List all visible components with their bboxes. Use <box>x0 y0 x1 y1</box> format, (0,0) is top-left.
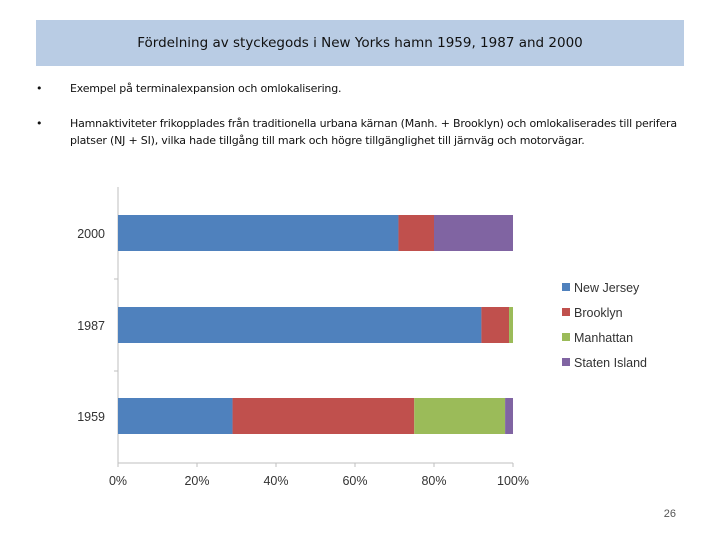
bar-segment <box>481 307 510 343</box>
legend-label: Manhattan <box>574 331 633 345</box>
bar-segment <box>232 398 415 434</box>
y-tick-label: 1987 <box>77 319 105 333</box>
x-tick-label: 80% <box>421 474 446 488</box>
bullet-item: • Hamnaktiviteter frikopplades från trad… <box>36 115 686 149</box>
legend-swatch <box>562 333 570 341</box>
bar-segment <box>505 398 513 434</box>
x-tick-label: 20% <box>184 474 209 488</box>
legend-swatch <box>562 308 570 316</box>
slide-title: Fördelning av styckegods i New Yorks ham… <box>36 20 684 66</box>
bullet-marker: • <box>36 82 43 95</box>
legend-label: Brooklyn <box>574 306 623 320</box>
legend-label: New Jersey <box>574 281 640 295</box>
legend-swatch <box>562 358 570 366</box>
bullet-text: Hamnaktiviteter frikopplades från tradit… <box>70 117 677 147</box>
x-tick-label: 0% <box>109 474 127 488</box>
bar-segment <box>118 307 482 343</box>
y-tick-label: 2000 <box>77 227 105 241</box>
y-tick-label: 1959 <box>77 410 105 424</box>
bullet-list: • Exempel på terminalexpansion och omlok… <box>36 80 686 167</box>
x-tick-label: 40% <box>263 474 288 488</box>
bar-segment <box>434 215 513 251</box>
legend-label: Staten Island <box>574 356 647 370</box>
bar-segment <box>509 307 513 343</box>
x-tick-label: 100% <box>497 474 529 488</box>
bullet-text: Exempel på terminalexpansion och omlokal… <box>70 82 342 95</box>
bar-segment <box>398 215 434 251</box>
bar-segment <box>118 398 233 434</box>
x-tick-label: 60% <box>342 474 367 488</box>
legend-swatch <box>562 283 570 291</box>
bar-segment <box>118 215 399 251</box>
slide-number: 26 <box>663 508 676 520</box>
bullet-marker: • <box>36 117 43 130</box>
bullet-item: • Exempel på terminalexpansion och omlok… <box>36 80 686 97</box>
bar-segment <box>414 398 506 434</box>
